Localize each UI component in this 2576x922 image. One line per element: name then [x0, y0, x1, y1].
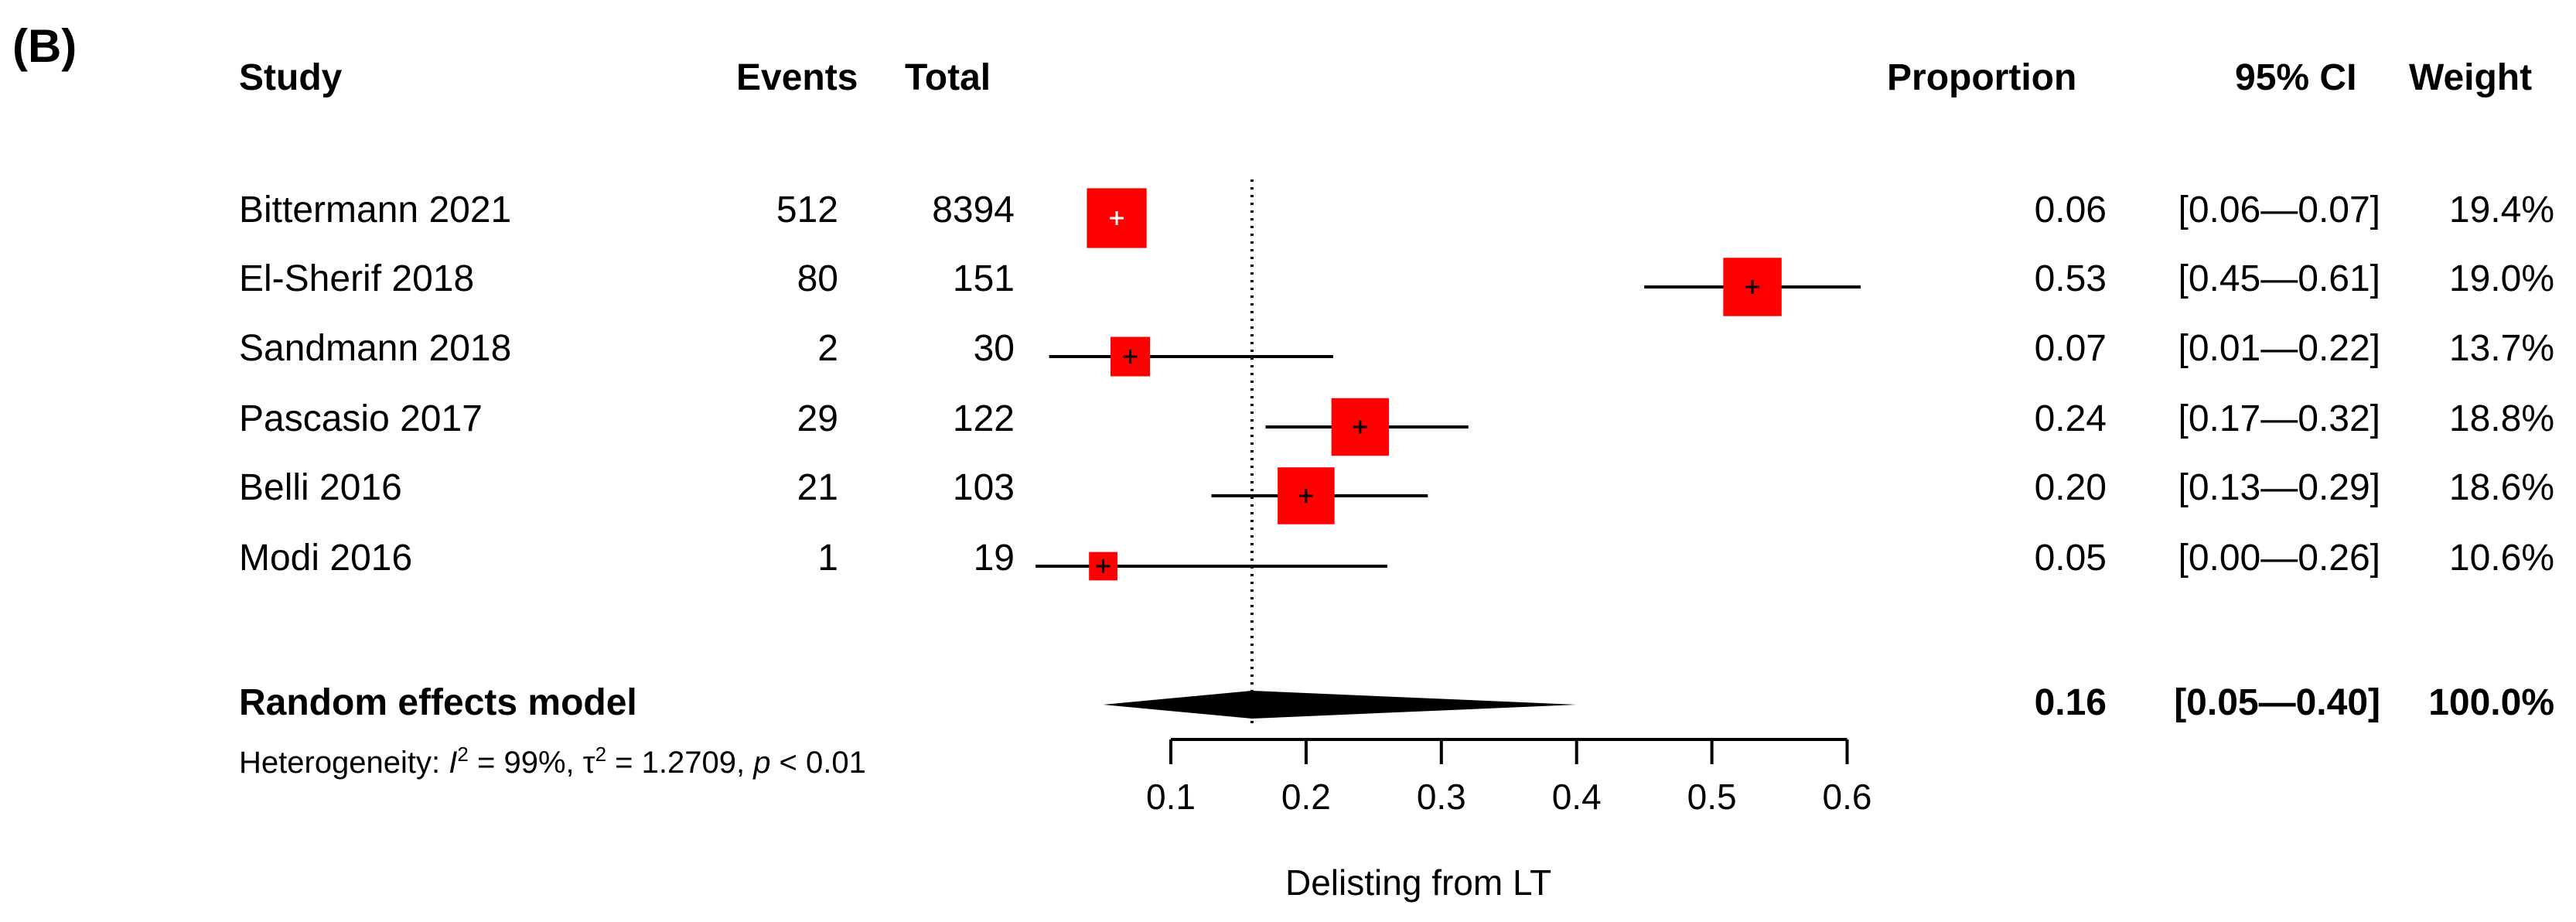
- study-weight: 10.6%: [2448, 538, 2554, 579]
- summary-proportion: 0.16: [2034, 682, 2107, 723]
- study-ci: [0.06—0.07]: [2178, 190, 2380, 230]
- header-proportion: Proportion: [1887, 57, 2077, 98]
- study-weight: 18.8%: [2448, 398, 2554, 439]
- study-total: 122: [952, 398, 1015, 439]
- study-events: 1: [817, 538, 838, 579]
- x-tick-label: 0.1: [1146, 777, 1196, 817]
- study-total: 103: [952, 467, 1015, 508]
- study-events: 80: [797, 258, 838, 299]
- study-ci: [0.01—0.22]: [2178, 328, 2380, 369]
- study-ci: [0.45—0.61]: [2178, 258, 2380, 299]
- study-weight: 13.7%: [2448, 328, 2554, 369]
- study-events: 512: [776, 190, 838, 230]
- study-total: 8394: [932, 190, 1015, 230]
- study-name: El-Sherif 2018: [239, 258, 475, 299]
- study-events: 21: [797, 467, 838, 508]
- x-axis-label: Delisting from LT: [1285, 862, 1552, 903]
- study-total: 151: [952, 258, 1015, 299]
- study-weight: 19.0%: [2448, 258, 2554, 299]
- header-weight: Weight: [2409, 57, 2533, 98]
- study-ci: [0.13—0.29]: [2178, 467, 2380, 508]
- heterogeneity-text: Heterogeneity: I2 = 99%, τ2 = 1.2709, p …: [239, 743, 866, 780]
- summary-label: Random effects model: [239, 682, 637, 723]
- study-weight: 18.6%: [2448, 467, 2554, 508]
- header-study: Study: [239, 57, 343, 98]
- x-tick-label: 0.2: [1281, 777, 1331, 817]
- x-tick-label: 0.5: [1687, 777, 1737, 817]
- x-tick-label: 0.3: [1417, 777, 1466, 817]
- study-proportion: 0.05: [2034, 538, 2107, 579]
- header-events: Events: [736, 57, 858, 98]
- summary-diamond: [1103, 691, 1577, 719]
- study-proportion: 0.20: [2034, 467, 2107, 508]
- study-weight: 19.4%: [2448, 190, 2554, 230]
- x-tick-label: 0.4: [1552, 777, 1602, 817]
- study-ci: [0.17—0.32]: [2178, 398, 2380, 439]
- study-name: Modi 2016: [239, 538, 413, 579]
- study-name: Sandmann 2018: [239, 328, 512, 369]
- study-proportion: 0.24: [2034, 398, 2107, 439]
- header-ci: 95% CI: [2235, 57, 2357, 98]
- header-total: Total: [905, 57, 991, 98]
- x-tick-label: 0.6: [1823, 777, 1872, 817]
- study-name: Pascasio 2017: [239, 398, 483, 439]
- summary-ci: [0.05—0.40]: [2174, 682, 2380, 723]
- study-name: Bittermann 2021: [239, 190, 512, 230]
- summary-weight: 100.0%: [2428, 682, 2554, 723]
- study-ci: [0.00—0.26]: [2178, 538, 2380, 579]
- study-events: 2: [817, 328, 838, 369]
- study-proportion: 0.53: [2034, 258, 2107, 299]
- panel-label: (B): [12, 20, 77, 72]
- study-total: 19: [973, 538, 1015, 579]
- study-events: 29: [797, 398, 838, 439]
- study-total: 30: [973, 328, 1015, 369]
- study-proportion: 0.06: [2034, 190, 2107, 230]
- study-proportion: 0.07: [2034, 328, 2107, 369]
- study-name: Belli 2016: [239, 467, 402, 508]
